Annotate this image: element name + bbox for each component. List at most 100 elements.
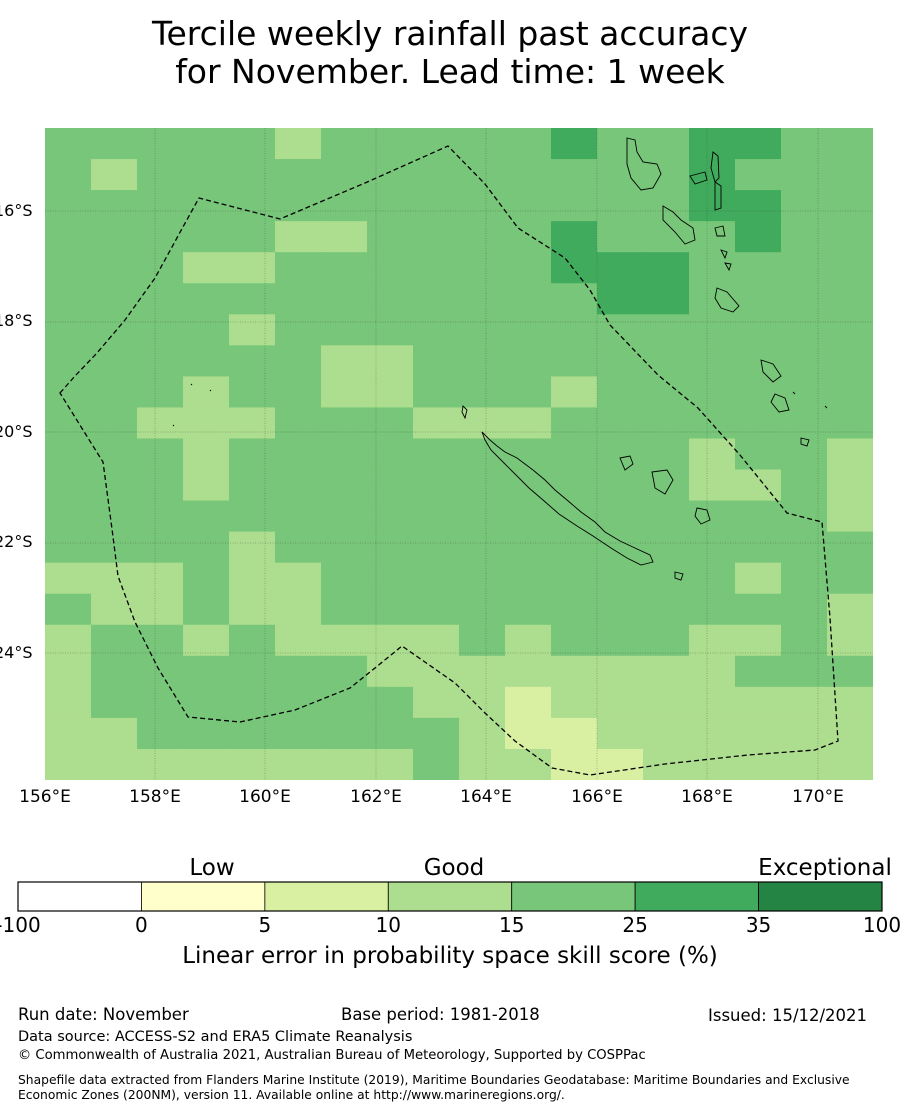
skill-cell (321, 500, 368, 533)
skill-cell (735, 686, 782, 719)
skill-cell (643, 314, 690, 346)
skill-cell (643, 190, 690, 222)
skill-cell (275, 593, 322, 626)
skill-cell (689, 748, 736, 780)
skill-cell (735, 159, 782, 191)
skill-cell (505, 593, 552, 626)
skill-cell (689, 252, 736, 284)
skill-cell (183, 128, 230, 160)
lat-lon-gridlines (45, 128, 873, 780)
skill-cell (735, 624, 782, 657)
skill-cell (321, 190, 368, 222)
skill-cell (275, 562, 322, 595)
skill-cell (413, 190, 460, 222)
skill-cell (735, 717, 782, 750)
skill-cell (183, 159, 230, 191)
skill-cell (551, 376, 598, 409)
skill-cell (689, 500, 736, 533)
skill-cell (321, 314, 368, 346)
skill-cell (827, 655, 873, 688)
skill-cell (689, 717, 736, 750)
run-date: Run date: November (18, 1005, 189, 1024)
skill-cell (827, 221, 873, 253)
skill-cell (229, 376, 276, 409)
skill-cell (551, 407, 598, 440)
loyalty-islands (619, 455, 711, 525)
skill-cell (137, 655, 184, 688)
skill-cell (183, 748, 230, 780)
skill-cell (643, 407, 690, 440)
skill-cell (413, 686, 460, 719)
skill-cell (45, 190, 92, 222)
skill-cell (643, 345, 690, 377)
skill-cell (137, 159, 184, 191)
data-source: Data source: ACCESS-S2 and ERA5 Climate … (18, 1029, 413, 1045)
lon-label: 164°E (460, 787, 512, 807)
skill-cell (367, 407, 414, 440)
skill-cell (229, 686, 276, 719)
skill-cell (413, 500, 460, 533)
skill-cell (137, 500, 184, 533)
skill-cell (459, 500, 506, 533)
skill-cell (137, 438, 184, 471)
skill-cell (551, 128, 598, 160)
skill-cell (45, 128, 92, 160)
skill-cell (597, 314, 644, 346)
skill-cell (367, 469, 414, 502)
issued-date: Issued: 15/12/2021 (708, 1006, 868, 1025)
skill-cell (689, 438, 736, 471)
skill-cell (689, 531, 736, 564)
skill-cell (735, 500, 782, 533)
skill-cell (45, 655, 92, 688)
skill-cell (275, 655, 322, 688)
skill-cell (459, 438, 506, 471)
colorbar-tick-label: 35 (745, 913, 772, 937)
skill-cell (367, 624, 414, 657)
skill-cell (597, 252, 644, 284)
skill-cell (505, 345, 552, 377)
skill-cell (367, 314, 414, 346)
skill-cell (735, 531, 782, 564)
skill-cell (689, 314, 736, 346)
skill-cell (413, 407, 460, 440)
skill-cell (321, 655, 368, 688)
skill-cell (643, 717, 690, 750)
skill-cell (505, 407, 552, 440)
skill-cell (505, 190, 552, 222)
skill-cell (505, 624, 552, 657)
skill-cell (45, 686, 92, 719)
new-caledonia-island (481, 431, 654, 566)
skill-cell (781, 562, 828, 595)
skill-cell (781, 128, 828, 160)
skill-cell (781, 624, 828, 657)
skill-cell (459, 531, 506, 564)
skill-cell (459, 190, 506, 222)
skill-cell (45, 221, 92, 253)
skill-cell (551, 345, 598, 377)
skill-cell (367, 593, 414, 626)
skill-cell (643, 376, 690, 409)
skill-cell (229, 655, 276, 688)
skill-cell (91, 159, 138, 191)
skill-cell (45, 593, 92, 626)
skill-cell (413, 438, 460, 471)
skill-cell (275, 376, 322, 409)
skill-cell (689, 283, 736, 315)
skill-cell (137, 748, 184, 780)
skill-cell (275, 500, 322, 533)
skill-cell (643, 221, 690, 253)
skill-cell (827, 717, 873, 750)
skill-cell (321, 624, 368, 657)
skill-cell (827, 345, 873, 377)
skill-cell (45, 159, 92, 191)
skill-cell (597, 407, 644, 440)
skill-cell (137, 407, 184, 440)
skill-cell (413, 717, 460, 750)
skill-cell (229, 252, 276, 284)
skill-cell (551, 190, 598, 222)
skill-cell (137, 686, 184, 719)
skill-cell (827, 686, 873, 719)
skill-cell (367, 283, 414, 315)
skill-cell (551, 686, 598, 719)
skill-cell (459, 376, 506, 409)
